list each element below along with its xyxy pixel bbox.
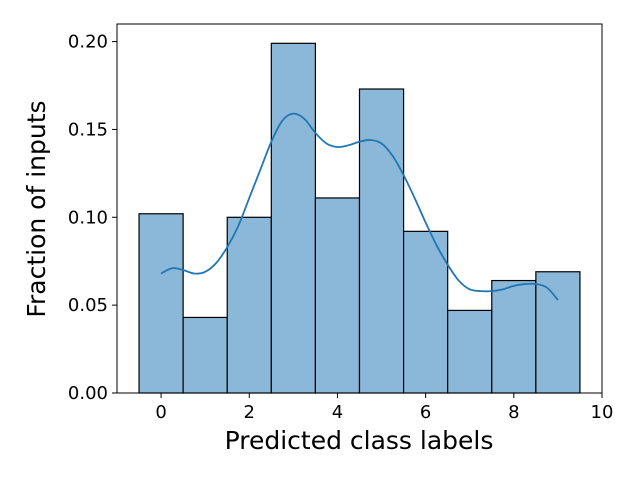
x-tick-label: 10 bbox=[591, 402, 614, 423]
histogram-bar-9 bbox=[535, 271, 581, 394]
histogram-bar-6 bbox=[402, 230, 449, 394]
y-tick-label: 0.15 bbox=[68, 119, 108, 140]
x-axis: 0 2 4 6 8 10 bbox=[155, 393, 613, 423]
y-axis: 0.00 0.05 0.10 0.15 0.20 bbox=[68, 32, 117, 404]
histogram-bar-3 bbox=[270, 42, 317, 394]
kde-line bbox=[160, 112, 559, 301]
x-tick-label: 8 bbox=[508, 402, 519, 423]
x-tick-label: 6 bbox=[420, 402, 431, 423]
histogram-bar-5 bbox=[358, 88, 405, 394]
x-tick-label: 2 bbox=[244, 402, 255, 423]
y-tick-label: 0.05 bbox=[68, 295, 108, 316]
plot-frame bbox=[116, 23, 603, 394]
y-tick-label: 0.10 bbox=[68, 207, 108, 228]
x-tick-label: 4 bbox=[332, 402, 343, 423]
x-tick-label: 0 bbox=[155, 402, 166, 423]
x-axis-label: Predicted class labels bbox=[225, 426, 494, 455]
histogram-bar-2 bbox=[226, 216, 272, 394]
y-tick-label: 0.20 bbox=[68, 32, 108, 53]
y-axis-label: Fraction of inputs bbox=[22, 100, 51, 317]
histogram-bar-0 bbox=[138, 213, 184, 394]
histogram-bar-1 bbox=[182, 316, 228, 394]
histogram-bar-7 bbox=[447, 309, 493, 394]
histogram-bar-4 bbox=[314, 197, 361, 394]
y-tick-label: 0.00 bbox=[68, 383, 108, 404]
bars-layer bbox=[138, 42, 581, 394]
histogram-bar-8 bbox=[491, 279, 537, 394]
